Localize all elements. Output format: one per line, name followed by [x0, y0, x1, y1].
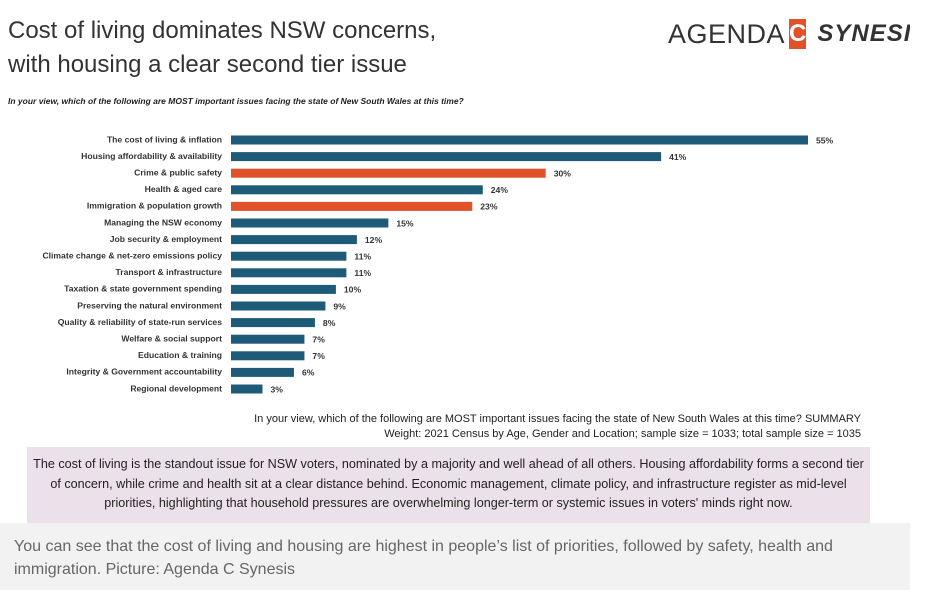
bar — [231, 185, 483, 195]
value-label: 8% — [323, 318, 336, 328]
bar — [231, 235, 357, 245]
bar — [231, 268, 347, 278]
bar — [231, 152, 662, 162]
bar — [231, 301, 326, 311]
bar — [231, 351, 305, 361]
footnote: Weight: 2021 Census by Age, Gender and L… — [384, 428, 861, 440]
value-label: 7% — [312, 351, 325, 361]
category-label: Managing the NSW economy — [104, 217, 222, 227]
category-label: Welfare & social support — [121, 333, 222, 343]
category-label: Regional development — [130, 383, 222, 393]
category-label: Immigration & population growth — [87, 201, 222, 211]
value-label: 11% — [354, 251, 371, 261]
caption: You can see that the cost of living and … — [0, 523, 910, 590]
bar — [231, 251, 347, 261]
value-label: 24% — [491, 185, 509, 195]
category-label: Quality & reliability of state-run servi… — [58, 317, 223, 327]
bar — [231, 218, 389, 228]
value-label: 12% — [365, 235, 383, 245]
category-label: Integrity & Government accountability — [66, 367, 222, 377]
value-label: 11% — [354, 268, 371, 278]
chart-title: Cost of living dominates NSW concerns, w… — [8, 17, 437, 78]
value-label: 30% — [554, 168, 572, 178]
bar — [231, 284, 336, 294]
category-label: Education & training — [138, 350, 222, 360]
bar — [231, 201, 473, 211]
category-label: Housing affordability & availability — [81, 151, 222, 161]
value-label: 41% — [669, 152, 687, 162]
bar — [231, 318, 315, 328]
logo-name: AGENDA — [668, 18, 786, 49]
value-label: 6% — [302, 368, 315, 378]
value-label: 10% — [344, 285, 362, 295]
bar — [231, 367, 294, 377]
category-label: Climate change & net-zero emissions poli… — [42, 250, 222, 260]
value-label: 55% — [816, 135, 834, 145]
category-label: The cost of living & inflation — [107, 134, 222, 144]
category-label: Job security & employment — [110, 234, 222, 244]
value-label: 9% — [333, 301, 346, 311]
value-label: 3% — [270, 384, 283, 394]
value-label: 15% — [396, 218, 414, 228]
logo-partner: SYNESI — [817, 20, 910, 47]
bar — [231, 334, 305, 344]
category-label: Health & aged care — [145, 184, 223, 194]
category-label: Transport & infrastructure — [116, 267, 223, 277]
category-label: Preserving the natural environment — [77, 300, 222, 310]
footnote: In your view, which of the following are… — [254, 413, 861, 425]
value-label: 23% — [480, 202, 498, 212]
chart-subtitle: In your view, which of the following are… — [8, 96, 464, 106]
bar — [231, 135, 808, 145]
category-label: Crime & public safety — [134, 167, 222, 177]
logo: AGENDA C SYNESI — [668, 18, 910, 50]
bar — [231, 384, 263, 394]
category-label: Taxation & state government spending — [64, 284, 222, 294]
bar — [231, 168, 546, 178]
value-label: 7% — [312, 334, 325, 344]
summary: The cost of living is the standout issue… — [27, 447, 870, 523]
logo-letter: C — [789, 19, 807, 49]
